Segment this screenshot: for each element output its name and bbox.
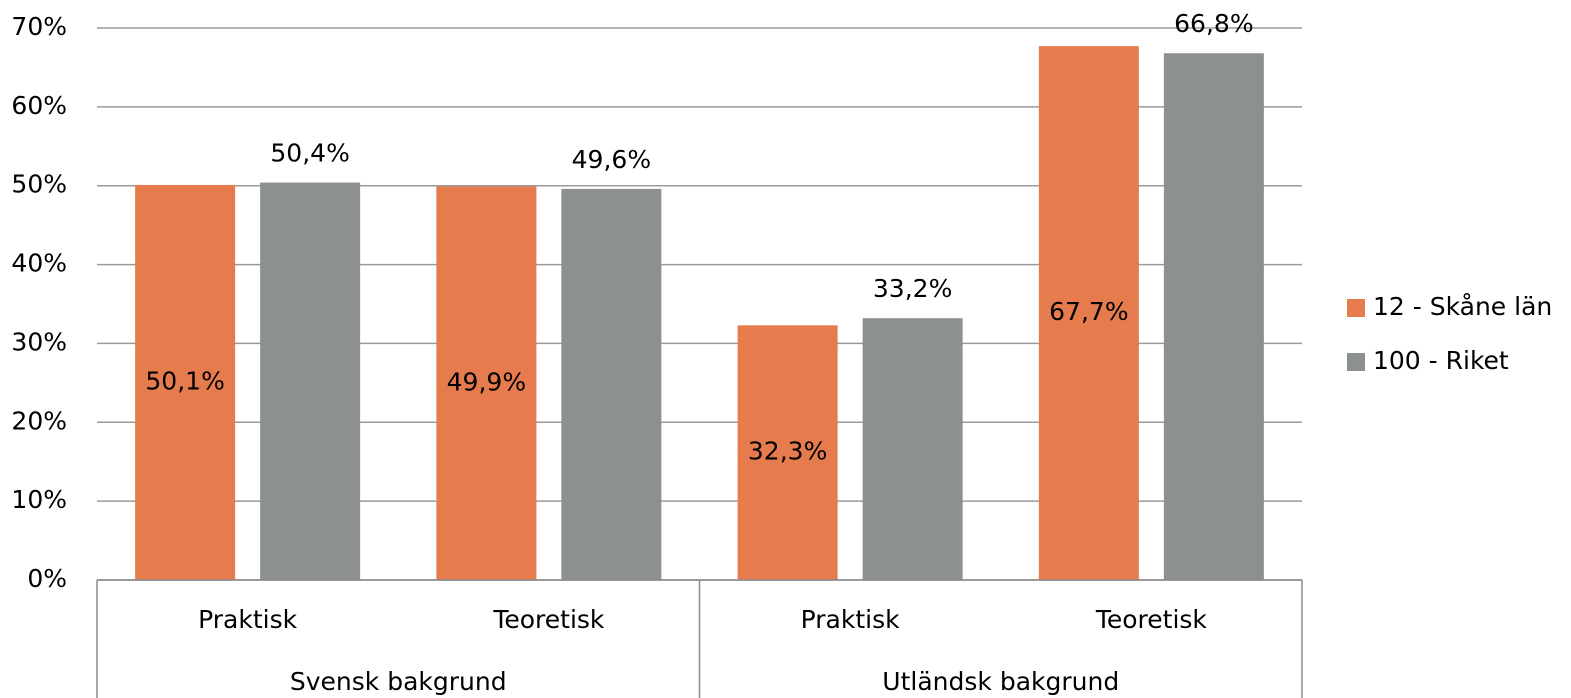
bar <box>561 188 662 580</box>
bar <box>260 182 361 580</box>
data-label: 33,2% <box>873 274 952 303</box>
x-tick-label: Praktisk <box>198 605 297 634</box>
data-label: 32,3% <box>748 437 827 466</box>
bar <box>436 186 537 580</box>
data-label: 49,6% <box>572 145 651 174</box>
data-label: 66,8% <box>1174 9 1253 38</box>
data-label: 50,1% <box>145 366 224 395</box>
y-tick-label: 40% <box>11 249 67 278</box>
bar <box>1163 53 1264 580</box>
x-tick-label: Praktisk <box>801 605 900 634</box>
y-tick-label: 20% <box>11 406 67 435</box>
x-tick-label: Teoretisk <box>492 605 605 634</box>
legend-swatch <box>1347 299 1365 317</box>
legend-label: 100 - Riket <box>1373 346 1509 375</box>
y-tick-label: 0% <box>27 564 67 593</box>
bar <box>737 325 838 580</box>
y-tick-label: 60% <box>11 91 67 120</box>
y-tick-label: 70% <box>11 12 67 41</box>
bar <box>862 318 963 580</box>
bar <box>135 184 236 580</box>
y-tick-label: 50% <box>11 170 67 199</box>
legend-swatch <box>1347 353 1365 371</box>
legend-label: 12 - Skåne län <box>1373 292 1552 321</box>
y-tick-label: 30% <box>11 327 67 356</box>
group-label: Utländsk bakgrund <box>882 667 1119 696</box>
data-label: 49,9% <box>447 367 526 396</box>
y-tick-label: 10% <box>11 485 67 514</box>
x-tick-label: Teoretisk <box>1095 605 1208 634</box>
bar <box>1038 46 1139 580</box>
group-label: Svensk bakgrund <box>290 667 507 696</box>
data-label: 50,4% <box>270 139 349 168</box>
data-label: 67,7% <box>1049 297 1128 326</box>
